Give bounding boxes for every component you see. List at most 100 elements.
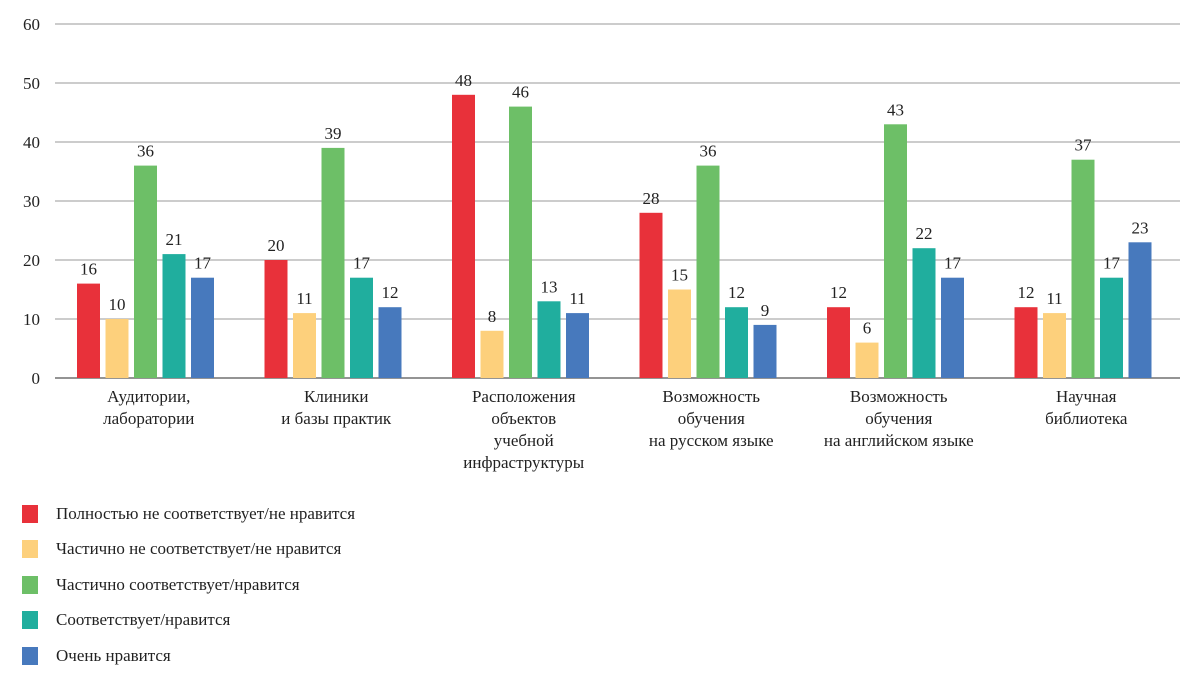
y-tick-label: 0 bbox=[32, 369, 41, 388]
data-label: 11 bbox=[569, 289, 585, 308]
bar bbox=[753, 324, 777, 378]
bar bbox=[162, 254, 186, 378]
data-label: 22 bbox=[916, 224, 933, 243]
data-label: 21 bbox=[166, 230, 183, 249]
data-label: 9 bbox=[761, 301, 770, 320]
y-tick-label: 20 bbox=[23, 251, 40, 270]
bar bbox=[321, 147, 345, 378]
data-label: 17 bbox=[194, 254, 212, 273]
data-labels: 16 10 36 21 17 20 11 39 17 12 48 8 46 13 11 28 15 36 12 9 12… bbox=[80, 71, 1149, 338]
y-axis: 0 10 20 30 40 50 60 bbox=[23, 15, 40, 388]
x-category-label: Расположения bbox=[472, 387, 576, 406]
bar bbox=[1128, 242, 1152, 378]
data-label: 15 bbox=[671, 266, 688, 285]
data-label: 10 bbox=[109, 295, 126, 314]
bar bbox=[264, 260, 288, 378]
data-label: 46 bbox=[512, 83, 529, 102]
legend-swatch bbox=[22, 646, 38, 665]
bar bbox=[509, 106, 532, 378]
x-category-label: и базы практик bbox=[281, 409, 392, 428]
bar bbox=[884, 124, 907, 378]
bar bbox=[639, 212, 663, 378]
gridlines bbox=[55, 23, 1180, 379]
legend-swatch bbox=[22, 540, 38, 559]
data-label: 17 bbox=[1103, 254, 1121, 273]
bar bbox=[293, 313, 316, 378]
x-category-label: библиотека bbox=[1045, 409, 1128, 428]
bar bbox=[912, 248, 936, 378]
legend-item: Соответствует/нравится bbox=[22, 603, 355, 639]
x-category-label: инфраструктуры bbox=[463, 453, 584, 472]
x-axis: Аудитории, лаборатории Клиники и базы практ… bbox=[103, 387, 1128, 472]
data-label: 17 bbox=[944, 254, 962, 273]
x-category-label: обучения bbox=[678, 409, 745, 428]
bar bbox=[105, 319, 129, 378]
bar bbox=[350, 277, 373, 378]
data-label: 43 bbox=[887, 100, 904, 119]
data-label: 12 bbox=[728, 283, 745, 302]
x-category-label: Возможность bbox=[850, 387, 948, 406]
bar bbox=[537, 301, 561, 378]
data-label: 28 bbox=[643, 189, 660, 208]
bars bbox=[77, 94, 1152, 379]
data-label: 12 bbox=[830, 283, 847, 302]
data-label: 13 bbox=[541, 277, 558, 296]
bar bbox=[1014, 307, 1038, 378]
data-label: 11 bbox=[1046, 289, 1062, 308]
x-category-label: обучения bbox=[865, 409, 932, 428]
x-category-label: Клиники bbox=[304, 387, 368, 406]
data-label: 23 bbox=[1132, 218, 1149, 237]
y-tick-label: 50 bbox=[23, 74, 40, 93]
x-category-label: лаборатории bbox=[103, 409, 194, 428]
legend-swatch bbox=[22, 504, 38, 523]
bar bbox=[480, 330, 504, 378]
data-label: 20 bbox=[268, 236, 285, 255]
data-label: 36 bbox=[700, 142, 717, 161]
data-label: 11 bbox=[296, 289, 312, 308]
bar bbox=[1100, 277, 1123, 378]
bar bbox=[696, 165, 720, 378]
legend-item: Полностью не соответствует/не нравится bbox=[22, 496, 355, 532]
legend: Полностью не соответствует/не нравится Ча… bbox=[22, 496, 355, 674]
bar bbox=[827, 307, 850, 378]
bar bbox=[941, 277, 964, 378]
legend-item: Очень нравится bbox=[22, 638, 355, 674]
legend-label: Очень нравится bbox=[56, 645, 171, 665]
bar bbox=[77, 283, 100, 378]
data-label: 37 bbox=[1075, 136, 1093, 155]
x-category-label: учебной bbox=[494, 431, 554, 450]
bar bbox=[378, 307, 402, 378]
legend-item: Частично не соответствует/не нравится bbox=[22, 532, 355, 568]
bar bbox=[134, 165, 157, 378]
bar bbox=[566, 313, 589, 378]
x-category-label: на английском языке bbox=[824, 431, 974, 450]
y-tick-label: 60 bbox=[23, 15, 40, 34]
data-label: 39 bbox=[325, 124, 342, 143]
legend-label: Частично соответствует/нравится bbox=[56, 574, 300, 594]
y-tick-label: 30 bbox=[23, 192, 40, 211]
bar bbox=[1071, 159, 1095, 378]
data-label: 36 bbox=[137, 142, 154, 161]
bar bbox=[191, 277, 214, 378]
data-label: 16 bbox=[80, 260, 97, 279]
data-label: 12 bbox=[1018, 283, 1035, 302]
data-label: 17 bbox=[353, 254, 371, 273]
bar bbox=[1043, 313, 1066, 378]
bar bbox=[452, 94, 475, 379]
data-label: 48 bbox=[455, 71, 472, 90]
legend-label: Полностью не соответствует/не нравится bbox=[56, 503, 356, 523]
legend-item: Частично соответствует/нравится bbox=[22, 567, 355, 603]
legend-label: Частично не соответствует/не нравится bbox=[56, 539, 342, 559]
data-label: 12 bbox=[382, 283, 399, 302]
legend-label: Соответствует/нравится bbox=[56, 610, 231, 630]
bar bbox=[855, 342, 879, 378]
x-category-label: Научная bbox=[1056, 387, 1117, 406]
x-category-label: Аудитории, bbox=[107, 387, 190, 406]
x-category-label: Возможность bbox=[662, 387, 760, 406]
bar bbox=[725, 307, 748, 378]
data-label: 8 bbox=[488, 307, 497, 326]
x-category-label: на русском языке bbox=[649, 431, 774, 450]
legend-swatch bbox=[22, 575, 38, 594]
bar bbox=[668, 289, 691, 378]
